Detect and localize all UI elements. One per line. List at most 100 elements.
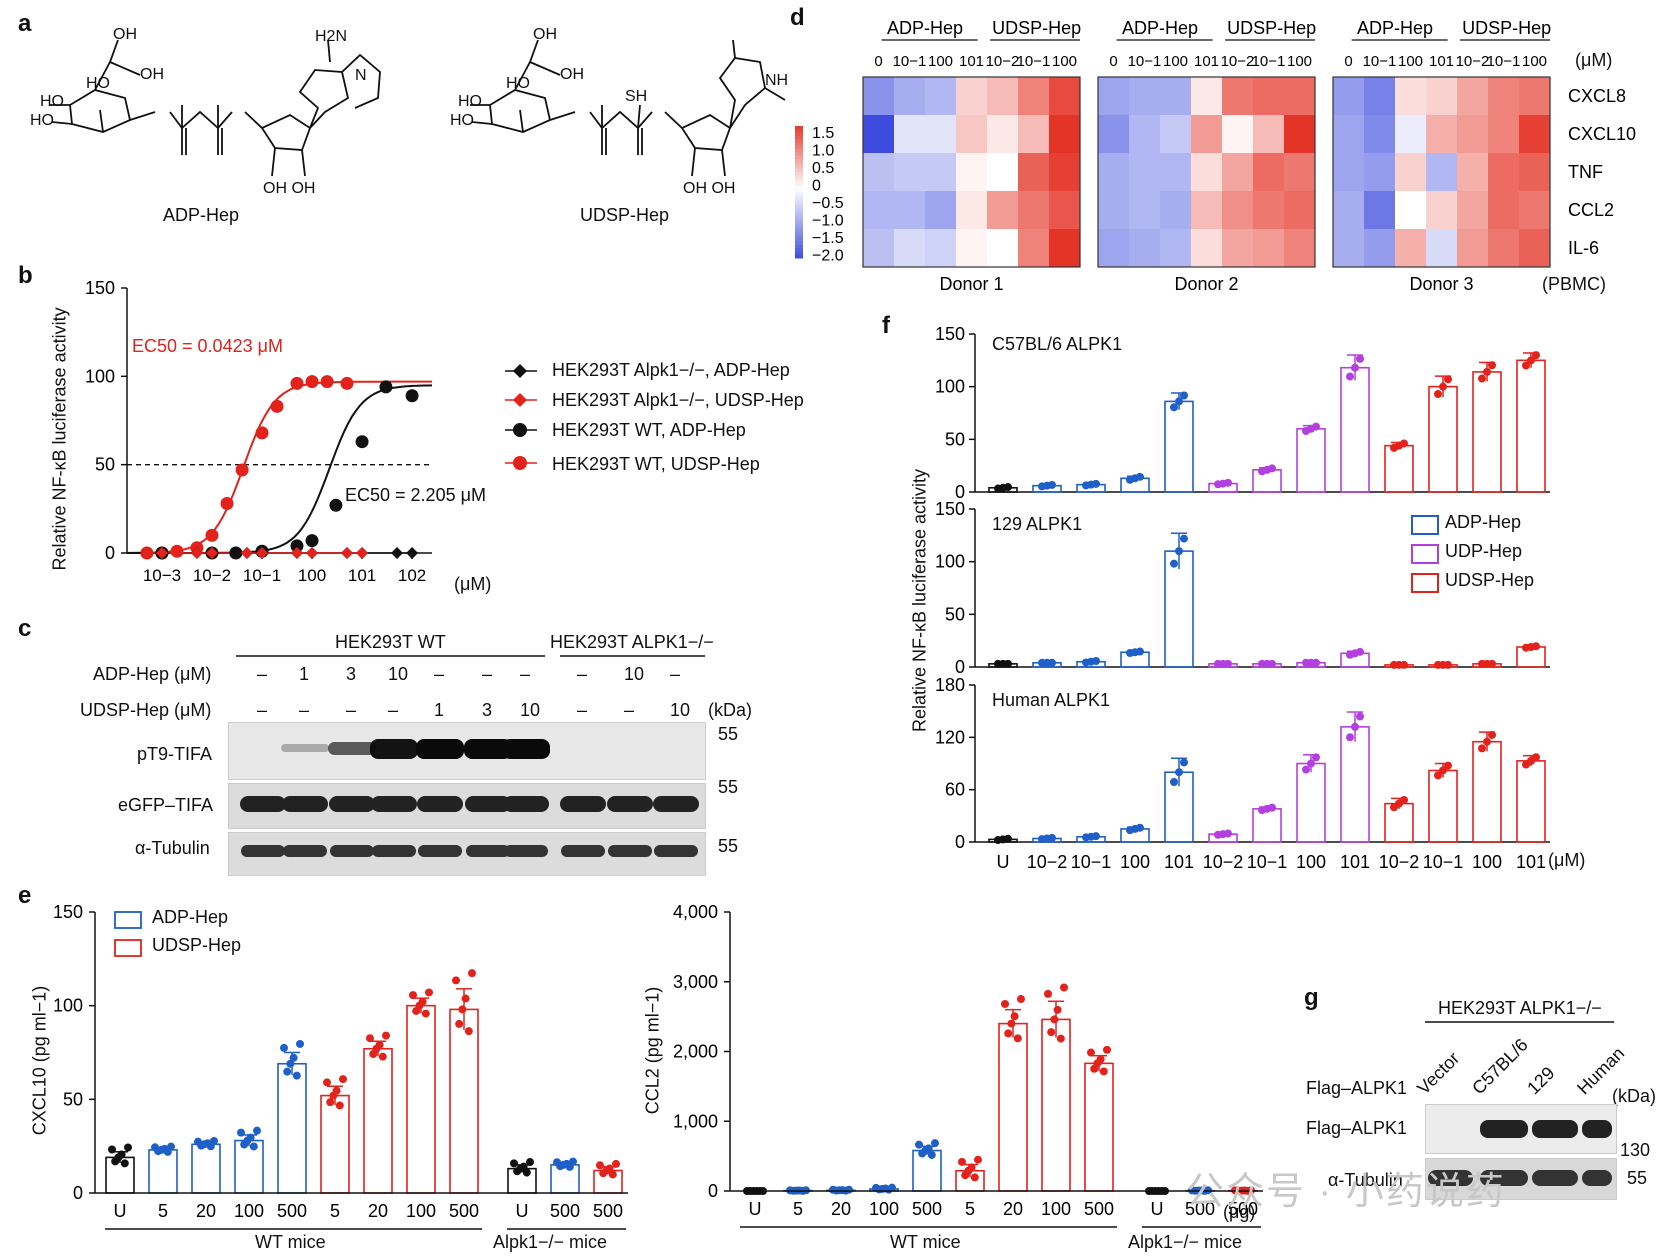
e-cxcl10-ytick-label: 150 xyxy=(53,902,83,922)
f-bar xyxy=(1252,469,1282,493)
d-cell xyxy=(863,191,894,229)
e-ccl2-dot xyxy=(789,1186,798,1195)
f-bar xyxy=(1340,726,1370,843)
g-lane-vector: Vector xyxy=(1413,1048,1464,1099)
f-xtick: 10−1 xyxy=(1071,852,1112,872)
d-cell xyxy=(1519,77,1550,115)
c-band-pt9 xyxy=(328,741,376,756)
e-cxcl10-bar xyxy=(449,1008,479,1194)
d-cell xyxy=(1049,229,1080,267)
d-cell xyxy=(1519,191,1550,229)
f-ytick-label: 150 xyxy=(935,499,965,519)
e-cxcl10-xtick: 5 xyxy=(330,1201,340,1221)
e-cxcl10-dot xyxy=(243,1136,252,1145)
e-ccl2-dot xyxy=(931,1139,939,1148)
c-band-egfp xyxy=(371,796,417,812)
c-band-egfp xyxy=(282,796,328,812)
f-dot xyxy=(1048,833,1056,842)
d-cell xyxy=(925,115,956,153)
d-cell xyxy=(1395,115,1426,153)
panel-b-letter: b xyxy=(18,262,33,289)
b-legend-marker-2 xyxy=(513,393,527,407)
d-scale-cell xyxy=(795,231,803,236)
d-scale-cell xyxy=(795,149,803,153)
c-group1: HEK293T WT xyxy=(335,632,446,652)
c-blot-label-2: eGFP–TIFA xyxy=(118,795,214,815)
b-point-diamond xyxy=(155,547,168,559)
b-point xyxy=(305,375,319,389)
d-scale-cell xyxy=(795,142,803,147)
f-dot xyxy=(1400,795,1408,804)
d-scale-cell xyxy=(795,182,803,186)
d-cell xyxy=(1129,153,1160,191)
d-cell xyxy=(1457,115,1488,153)
d-col-tick: 100 xyxy=(1522,53,1547,70)
atom-ohoh-2: OH OH xyxy=(683,180,736,197)
f-dot xyxy=(1356,354,1364,363)
f-bar xyxy=(1296,427,1326,493)
e-cxcl10-dot xyxy=(280,1043,288,1052)
e-ccl2-dot xyxy=(881,1184,890,1193)
d-cell xyxy=(1488,229,1519,267)
d-cell xyxy=(987,153,1018,191)
f-dot xyxy=(1180,534,1188,543)
e-ccl2-dot xyxy=(802,1186,810,1195)
f-dot xyxy=(1395,441,1403,450)
d-scale-cell xyxy=(795,234,803,239)
e-ccl2-dot xyxy=(792,1186,801,1195)
e-cxcl10-dot xyxy=(292,1071,301,1080)
e-cxcl10-dot xyxy=(452,976,460,985)
d-frame xyxy=(862,76,1081,268)
f-bar xyxy=(1120,477,1150,493)
f-ytick-label: 50 xyxy=(945,604,965,624)
d-cell xyxy=(1395,229,1426,267)
e-ccl2-dot xyxy=(1056,1034,1065,1043)
e-ccl2-xtick: 500 xyxy=(1084,1199,1114,1219)
e-ccl2-dot xyxy=(749,1187,758,1195)
e-ko-2: Alpk1−/− mice xyxy=(1128,1232,1243,1252)
g-row-top: Flag–ALPK1 xyxy=(1306,1078,1408,1098)
d-col-tick: 0 xyxy=(1344,53,1352,70)
f-bar xyxy=(1076,835,1106,843)
f-dot xyxy=(1170,777,1178,786)
watermark: 公众号 · 小药说药 xyxy=(1186,1171,1506,1213)
c-band-egfp xyxy=(329,796,375,812)
d-col-tick: 100 xyxy=(1287,53,1312,70)
f-ytick-label: 180 xyxy=(935,675,965,695)
d-scale-label: −1.5 xyxy=(812,230,844,247)
b-point xyxy=(155,546,169,560)
f-dot xyxy=(1263,804,1271,813)
e-ccl2-dot xyxy=(759,1187,767,1195)
d-cell xyxy=(1160,153,1191,191)
f-xtick: 10−1 xyxy=(1247,852,1288,872)
f-dot xyxy=(1175,547,1183,556)
e-ccl2-dot xyxy=(752,1187,761,1195)
e-cxcl10-dot xyxy=(382,1031,390,1040)
e-ccl2-ytick-label: 0 xyxy=(708,1181,718,1201)
d-col-tick: 0 xyxy=(1109,53,1117,70)
f-dot xyxy=(1131,824,1139,833)
e-cxcl10-ylabel: CXCL10 (pg ml−1) xyxy=(29,985,50,1136)
e-ccl2-dot xyxy=(921,1146,930,1155)
b-point-diamond xyxy=(190,547,203,559)
e-cxcl10-xtick: 500 xyxy=(593,1201,623,1221)
d-cell xyxy=(1253,77,1284,115)
d-cell xyxy=(1129,191,1160,229)
d-scale-cell xyxy=(795,145,803,150)
f-dot xyxy=(1268,464,1276,473)
udsp-hep-bonds xyxy=(470,39,786,177)
b-point xyxy=(170,544,184,558)
b-point-diamond xyxy=(205,547,218,559)
b-point xyxy=(255,544,269,558)
e-cxcl10-dot xyxy=(409,991,417,1000)
f-dot xyxy=(1092,479,1100,488)
d-col-tick: 0 xyxy=(874,53,882,70)
e-ccl2-xtick: 5 xyxy=(793,1199,803,1219)
atom-oh-4: OH xyxy=(560,66,584,83)
d-pbmc: (PBMC) xyxy=(1542,274,1606,294)
e-cxcl10-dot xyxy=(412,1006,421,1015)
d-cell xyxy=(1253,115,1284,153)
e-ccl2-dot xyxy=(927,1150,936,1159)
e-ccl2-dot xyxy=(967,1163,976,1172)
